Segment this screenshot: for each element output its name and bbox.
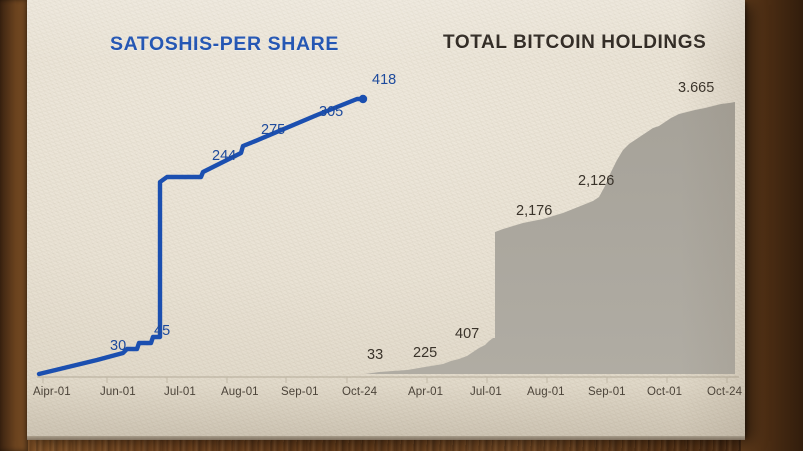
chart-right-title: TOTAL BITCOIN HOLDINGS bbox=[443, 32, 706, 54]
right-value-label-2126: 2,126 bbox=[578, 173, 614, 189]
left-tick-label-2: Jun-01 bbox=[100, 386, 136, 398]
left-value-label-275: 275 bbox=[261, 122, 285, 138]
right-tick-label-4: Sep-01 bbox=[588, 386, 626, 398]
paper-vignette bbox=[27, 0, 745, 436]
left-tick-label-5: Sep-01 bbox=[281, 386, 319, 398]
right-area-series bbox=[365, 102, 735, 374]
left-tick-label-6: Oct-24 bbox=[342, 386, 377, 398]
paper-sheet: SATOSHIS-PER SHARE 30 bbox=[27, 0, 745, 436]
right-tick-label-3: Aug-01 bbox=[527, 386, 565, 398]
right-axis-ticks bbox=[426, 377, 728, 383]
paper-bottom-edge bbox=[27, 436, 745, 440]
chart-left-title: SATOSHIS-PER SHARE bbox=[110, 33, 339, 56]
left-value-label-305: 305 bbox=[319, 104, 343, 120]
left-axis-ticks bbox=[42, 377, 348, 383]
left-value-label-418: 418 bbox=[372, 72, 396, 88]
right-tick-label-1: Apr-01 bbox=[408, 386, 443, 398]
right-tick-label-6: Oct-24 bbox=[707, 386, 742, 398]
left-tick-label-1: Aipr-01 bbox=[33, 386, 71, 398]
left-tick-label-4: Aug-01 bbox=[221, 386, 259, 398]
right-value-label-33: 33 bbox=[367, 347, 383, 363]
chart-right-svg bbox=[359, 102, 739, 383]
wood-left-edge bbox=[0, 0, 28, 451]
left-line-series bbox=[36, 96, 366, 377]
chart-left-svg bbox=[36, 94, 368, 383]
left-tick-label-3: Jul-01 bbox=[164, 386, 196, 398]
left-series-endpoint-marker bbox=[358, 94, 368, 104]
right-value-label-3665: 3.665 bbox=[678, 80, 714, 96]
right-value-label-407: 407 bbox=[455, 326, 479, 342]
right-tick-label-2: Jul-01 bbox=[470, 386, 502, 398]
right-tick-label-5: Oct-01 bbox=[647, 386, 682, 398]
left-value-label-45: 45 bbox=[154, 323, 170, 339]
right-value-label-225: 225 bbox=[413, 345, 437, 361]
left-value-label-30: 30 bbox=[110, 338, 126, 354]
right-value-label-2176: 2,176 bbox=[516, 203, 552, 219]
left-value-label-244: 244 bbox=[212, 148, 236, 164]
wood-right-edge bbox=[741, 0, 803, 451]
